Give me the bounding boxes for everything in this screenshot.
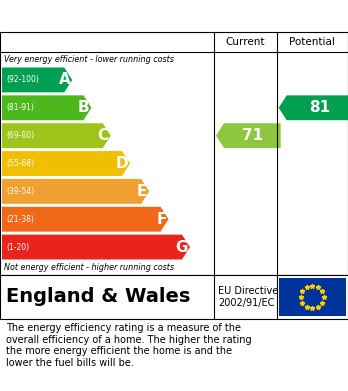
Text: (81-91): (81-91) xyxy=(6,103,34,112)
Text: EU Directive
2002/91/EC: EU Directive 2002/91/EC xyxy=(218,286,278,308)
Text: (69-80): (69-80) xyxy=(6,131,34,140)
Text: (55-68): (55-68) xyxy=(6,159,34,168)
Polygon shape xyxy=(2,179,149,204)
Text: (92-100): (92-100) xyxy=(6,75,39,84)
Polygon shape xyxy=(2,68,72,92)
Text: (1-20): (1-20) xyxy=(6,242,29,251)
Polygon shape xyxy=(2,95,92,120)
Text: Not energy efficient - higher running costs: Not energy efficient - higher running co… xyxy=(4,264,174,273)
Polygon shape xyxy=(2,207,168,231)
Text: Very energy efficient - lower running costs: Very energy efficient - lower running co… xyxy=(4,54,174,63)
Text: England & Wales: England & Wales xyxy=(6,287,190,307)
Text: Current: Current xyxy=(226,37,265,47)
Text: E: E xyxy=(137,184,147,199)
Polygon shape xyxy=(2,123,111,148)
Text: F: F xyxy=(156,212,166,227)
Text: D: D xyxy=(116,156,128,171)
Text: The energy efficiency rating is a measure of the
overall efficiency of a home. T: The energy efficiency rating is a measur… xyxy=(6,323,252,368)
Polygon shape xyxy=(2,235,190,260)
Text: (39-54): (39-54) xyxy=(6,187,34,196)
Bar xyxy=(279,278,346,316)
Text: 71: 71 xyxy=(242,128,263,143)
Text: Energy Efficiency Rating: Energy Efficiency Rating xyxy=(10,9,220,23)
Text: A: A xyxy=(58,72,70,88)
Text: (21-38): (21-38) xyxy=(6,215,34,224)
Text: 81: 81 xyxy=(309,100,330,115)
Text: B: B xyxy=(78,100,89,115)
Text: C: C xyxy=(97,128,109,143)
Polygon shape xyxy=(279,95,348,120)
Polygon shape xyxy=(2,151,130,176)
Polygon shape xyxy=(216,123,280,148)
Text: G: G xyxy=(175,240,188,255)
Text: Potential: Potential xyxy=(290,37,335,47)
